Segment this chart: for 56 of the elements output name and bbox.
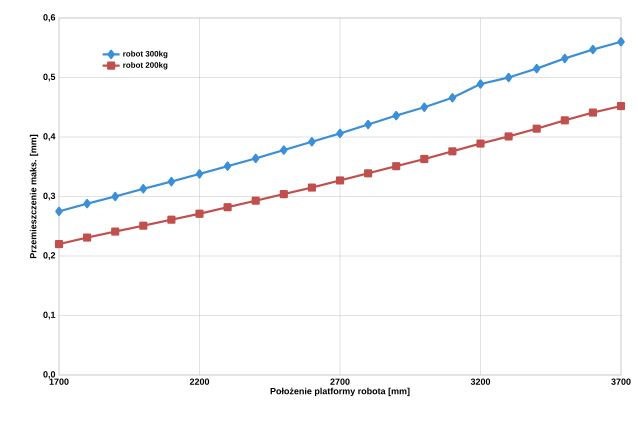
- point: [420, 102, 428, 112]
- point: [195, 210, 204, 218]
- x-tick-label: 3200: [470, 378, 490, 385]
- point: [561, 54, 569, 64]
- point: [280, 190, 288, 198]
- x-tick-label: 2700: [330, 378, 350, 385]
- point: [308, 183, 316, 192]
- point: [167, 216, 176, 224]
- y-tick-label: 0,4: [43, 133, 56, 141]
- point: [392, 162, 400, 170]
- point: [54, 240, 64, 248]
- x-axis-title: Położenie platformy robota [mm]: [270, 388, 410, 396]
- point: [252, 154, 260, 164]
- point: [476, 79, 484, 89]
- point: [476, 139, 485, 148]
- point: [364, 120, 372, 130]
- point: [588, 108, 597, 117]
- y-tick-label: 0,6: [43, 14, 56, 22]
- point: [111, 228, 120, 236]
- point: [196, 169, 204, 179]
- x-tick-label: 3700: [611, 378, 631, 385]
- point: [139, 222, 148, 230]
- point: [140, 184, 148, 194]
- point: [83, 233, 92, 242]
- point: [504, 132, 513, 140]
- y-axis-title: Przemieszczenie maks. [mm]: [30, 134, 38, 258]
- point: [308, 137, 316, 146]
- point: [448, 93, 456, 102]
- point: [252, 196, 260, 205]
- y-tick-label: 0,5: [43, 74, 56, 82]
- x-tick-label: 2200: [190, 378, 210, 385]
- point: [336, 128, 344, 138]
- point: [532, 64, 540, 74]
- point: [617, 37, 625, 46]
- y-tick-label: 0,2: [43, 252, 56, 260]
- point: [532, 124, 541, 133]
- y-tick-label: 0,0: [43, 371, 56, 379]
- point: [392, 110, 400, 120]
- point: [111, 192, 119, 202]
- point: [589, 44, 597, 54]
- point: [280, 145, 288, 155]
- point: [224, 203, 232, 212]
- point: [504, 72, 512, 82]
- point: [224, 161, 232, 171]
- x-tick-label: 1700: [50, 378, 69, 385]
- point: [448, 147, 456, 156]
- y-tick-label: 0,1: [43, 312, 56, 320]
- point: [168, 176, 176, 186]
- point: [55, 206, 63, 216]
- point: [364, 169, 372, 178]
- y-tick-label: 0,3: [43, 192, 56, 200]
- point: [420, 154, 428, 164]
- point: [616, 102, 626, 110]
- point: [83, 198, 91, 208]
- point: [336, 176, 344, 185]
- point: [560, 116, 569, 124]
